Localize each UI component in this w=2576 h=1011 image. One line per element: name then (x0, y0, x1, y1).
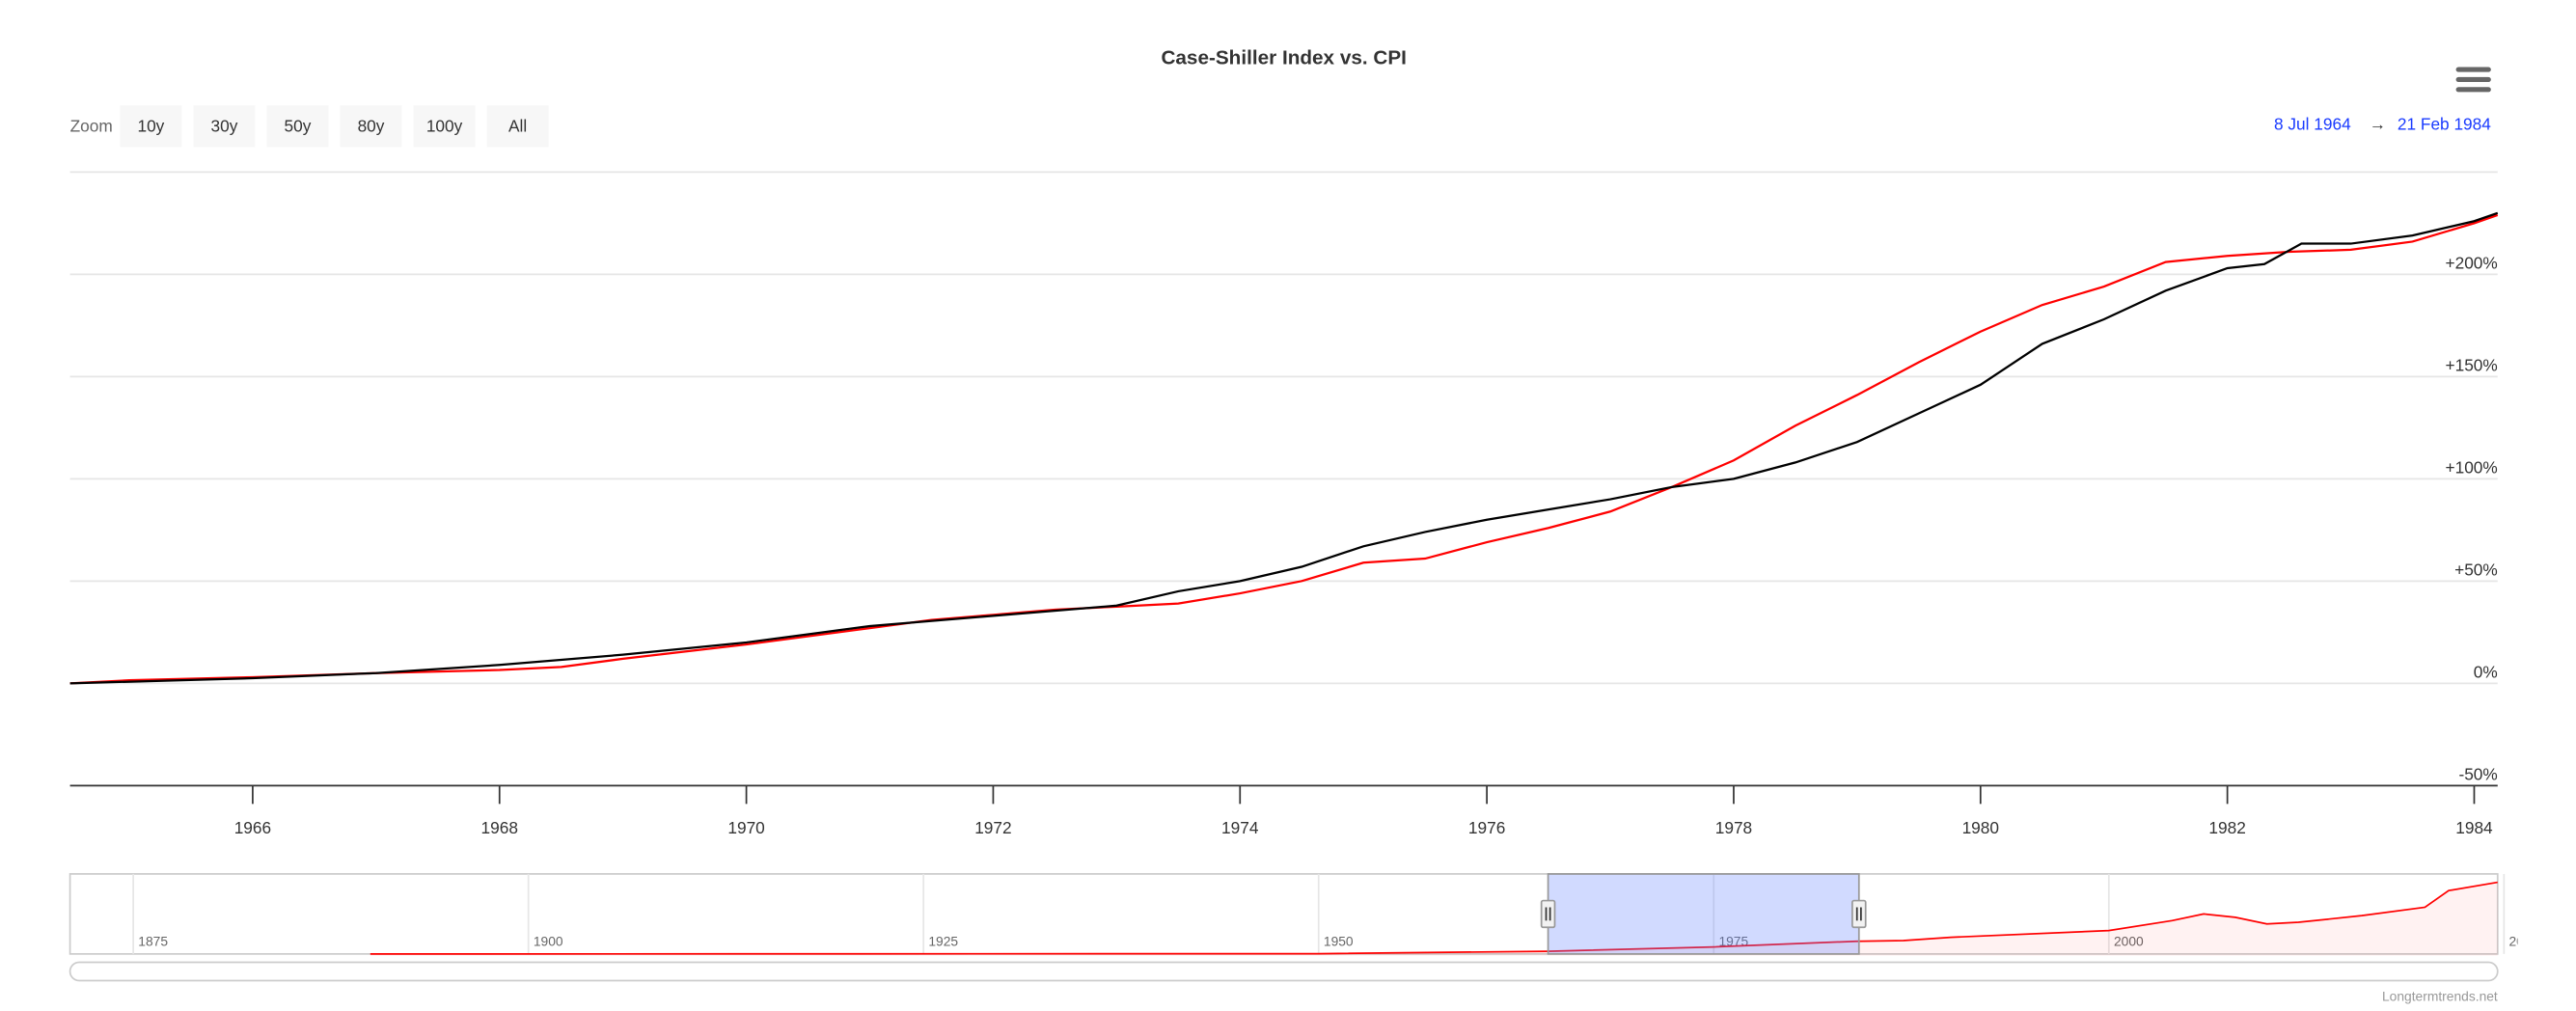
zoom-button[interactable]: 50y (266, 105, 329, 148)
zoom-button-label[interactable]: 10y (137, 116, 164, 135)
x-tick-label: 1972 (974, 818, 1011, 837)
y-tick-label: -50% (2458, 765, 2497, 784)
x-axis: 1966 1968 1970 1972 1974 1976 1978 1980 1982 1984 (69, 784, 2498, 837)
zoom-button-label[interactable]: 30y (211, 116, 238, 135)
range-arrow: → (2370, 115, 2386, 134)
x-tick-label: 1980 (1962, 818, 1999, 837)
zoom-button-label[interactable]: 100y (426, 116, 463, 135)
series-line (69, 211, 2499, 685)
scrollbar-track[interactable] (69, 961, 2499, 982)
navigator: 1875 1900 1925 1950 1975 2000 2025 (132, 873, 2539, 956)
zoom-button-bg[interactable] (340, 105, 402, 148)
zoom-buttons: 10y 30y 50y 80y 100y All (120, 105, 549, 148)
y-tick-label: +150% (2446, 356, 2498, 375)
range-to[interactable]: 21 Feb 1984 (2398, 115, 2491, 134)
navigator-handle[interactable] (1851, 899, 1867, 929)
y-tick-label: +200% (2446, 254, 2498, 273)
y-tick-label: +50% (2454, 560, 2498, 580)
menu-bar (2455, 87, 2491, 93)
x-tick-label: 1984 (2455, 818, 2493, 837)
zoom-button-bg[interactable] (266, 105, 329, 148)
y-tick-label: 0% (2474, 663, 2498, 682)
x-tick-label: 1982 (2208, 818, 2245, 837)
navigator-handle[interactable] (1540, 899, 1556, 929)
x-tick-label: 1968 (481, 818, 518, 837)
zoom-button-label[interactable]: 50y (285, 116, 312, 135)
x-tick-label: 1966 (234, 818, 271, 837)
zoom-button-bg[interactable] (193, 105, 256, 148)
navigator-tick-label: 2000 (2114, 933, 2144, 948)
zoom-button[interactable]: 100y (413, 105, 476, 148)
navigator-tick-label: 2025 (2509, 933, 2539, 948)
zoom-button[interactable]: 30y (193, 105, 256, 148)
menu-bar (2455, 76, 2491, 83)
navigator-tick-label: 1925 (928, 933, 958, 948)
chart-title: Case-Shiller Index vs. CPI (1161, 46, 1406, 68)
zoom-button[interactable]: 10y (120, 105, 182, 148)
navigator-tick-label: 1950 (1324, 933, 1354, 948)
zoom-button-bg[interactable] (120, 105, 182, 148)
credits[interactable]: Longtermtrends.net (2382, 988, 2498, 1003)
zoom-button-label[interactable]: 80y (358, 116, 385, 135)
navigator-selection[interactable] (1547, 873, 1860, 955)
zoom-button-bg[interactable] (486, 105, 549, 148)
navigator-tick-label: 1875 (138, 933, 168, 948)
plot-area (69, 211, 2499, 685)
y-tick-label: +100% (2446, 458, 2498, 478)
zoom-label: Zoom (70, 116, 113, 135)
navigator-tick-label: 1975 (1718, 933, 1748, 948)
x-tick-label: 1978 (1715, 818, 1752, 837)
x-tick-label: 1970 (727, 818, 764, 837)
menu-button[interactable] (2455, 67, 2491, 93)
x-tick-label: 1976 (1468, 818, 1505, 837)
zoom-button-label[interactable]: All (508, 116, 527, 135)
navigator-tick-label: 1900 (534, 933, 563, 948)
range-from[interactable]: 8 Jul 1964 (2274, 115, 2351, 134)
zoom-button[interactable]: 80y (340, 105, 402, 148)
x-tick-label: 1974 (1221, 818, 1259, 837)
menu-bar (2455, 67, 2491, 72)
series-line (69, 213, 2499, 685)
zoom-button-bg[interactable] (413, 105, 476, 148)
zoom-button[interactable]: All (486, 105, 549, 148)
navigator-line (370, 881, 2498, 955)
